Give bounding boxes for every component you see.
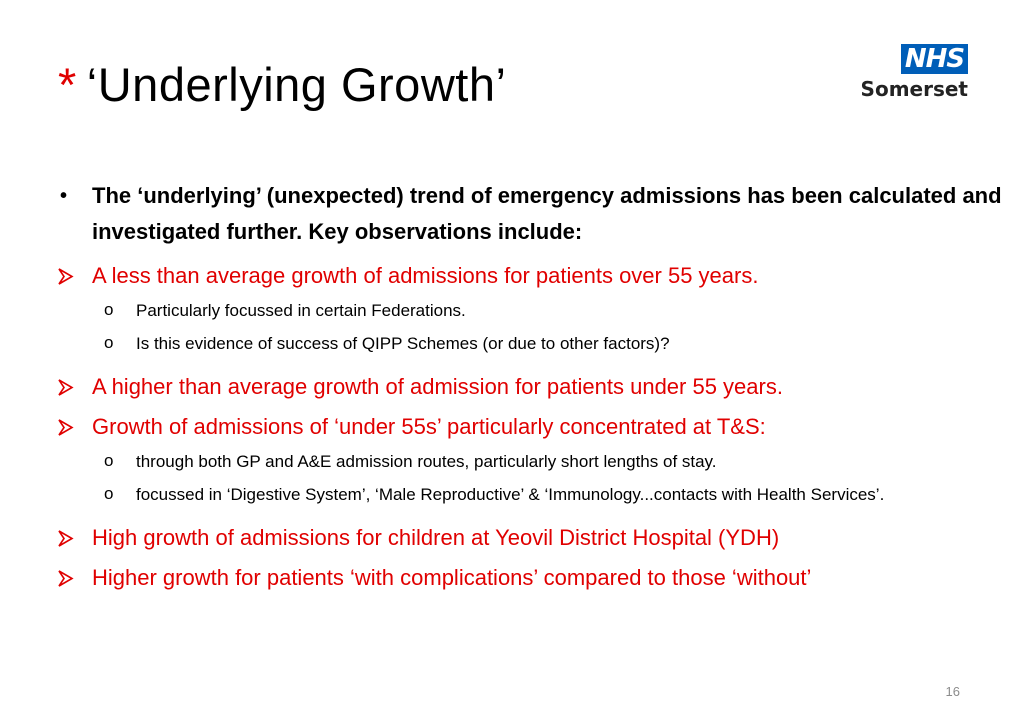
observation-item: A less than average growth of admissions… [58,262,1008,290]
page-number: 16 [945,684,960,699]
observation-text: High growth of admissions for children a… [92,525,780,550]
sub-item: o focussed in ‘Digestive System’, ‘Male … [58,482,1008,508]
observation-item: Higher growth for patients ‘with complic… [58,564,1008,592]
observation-item: Growth of admissions of ‘under 55s’ part… [58,413,1008,441]
arrow-bullet-icon [58,413,74,441]
observation-item: High growth of admissions for children a… [58,524,1008,552]
sub-item-text: Is this evidence of success of QIPP Sche… [136,334,670,353]
intro-text: The ‘underlying’ (unexpected) trend of e… [92,183,1002,244]
title-text: ‘Underlying Growth’ [86,58,507,111]
sub-item-text: through both GP and A&E admission routes… [136,452,717,471]
observation-text: A less than average growth of admissions… [92,263,759,288]
bullet-icon: • [60,185,68,207]
circle-bullet-icon: o [104,300,114,319]
title-asterisk: * [58,58,77,111]
sub-item: o through both GP and A&E admission rout… [58,449,1008,475]
sub-item-text: Particularly focussed in certain Federat… [136,301,466,320]
arrow-bullet-icon [58,262,74,290]
circle-bullet-icon: o [104,484,114,503]
nhs-logo-box: NHS [901,44,968,74]
arrow-bullet-icon [58,373,74,401]
observation-text: A higher than average growth of admissio… [92,374,783,399]
nhs-somerset-logo: NHS Somerset [858,42,976,106]
observation-item: A higher than average growth of admissio… [58,373,1008,401]
observation-text: Higher growth for patients ‘with complic… [92,565,812,590]
arrow-bullet-icon [58,524,74,552]
sub-item: o Particularly focussed in certain Feder… [58,298,1008,324]
org-name: Somerset [860,77,968,101]
slide-title: * ‘Underlying Growth’ [58,58,506,112]
sub-list: o Particularly focussed in certain Feder… [58,298,1008,357]
observation-text: Growth of admissions of ‘under 55s’ part… [92,414,766,439]
sub-item-text: focussed in ‘Digestive System’, ‘Male Re… [136,485,885,504]
sub-item: o Is this evidence of success of QIPP Sc… [58,331,1008,357]
circle-bullet-icon: o [104,451,114,470]
sub-list: o through both GP and A&E admission rout… [58,449,1008,508]
arrow-bullet-icon [58,564,74,592]
intro-bullet: • The ‘underlying’ (unexpected) trend of… [58,178,1008,250]
circle-bullet-icon: o [104,333,114,352]
slide-body: • The ‘underlying’ (unexpected) trend of… [58,178,1008,604]
